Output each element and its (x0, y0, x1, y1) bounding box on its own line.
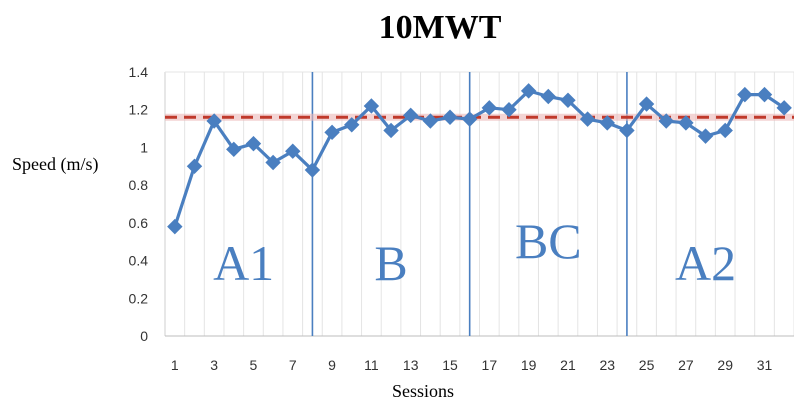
data-point (638, 96, 655, 112)
data-point (402, 107, 419, 124)
data-point (226, 141, 242, 158)
data-point (658, 113, 674, 129)
x-tick-label: 27 (678, 357, 694, 373)
y-axis-label: Speed (m/s) (12, 154, 98, 175)
data-point (540, 88, 557, 105)
data-point (756, 86, 773, 103)
x-axis-ticks: 1 3 5 7 9 11 13 15 17 19 21 23 25 27 29 31 (171, 357, 773, 373)
x-tick-label: 15 (442, 357, 458, 373)
phase-label: B (374, 235, 407, 291)
data-point (363, 98, 380, 114)
series-group (167, 83, 792, 235)
y-tick-label: 0.4 (129, 253, 149, 269)
data-point (383, 122, 399, 139)
y-axis-ticks: 0 0.2 0.4 0.6 0.8 1 1.2 1.4 (129, 64, 149, 344)
data-point (481, 100, 498, 116)
data-point (737, 86, 753, 103)
data-point (599, 115, 615, 131)
data-point (344, 117, 360, 133)
y-tick-label: 1.2 (129, 102, 149, 118)
data-point (265, 154, 281, 171)
x-tick-label: 7 (289, 357, 297, 373)
x-tick-label: 3 (210, 357, 218, 373)
data-point (776, 100, 792, 116)
data-point (678, 115, 694, 131)
phase-label: A2 (675, 235, 736, 291)
x-tick-label: 1 (171, 357, 179, 373)
phase-label: BC (515, 213, 582, 269)
y-tick-label: 1.4 (129, 64, 149, 80)
data-point (245, 135, 262, 152)
x-tick-label: 29 (717, 357, 733, 373)
data-point (186, 158, 203, 174)
y-tick-label: 0 (140, 328, 148, 344)
x-tick-label: 19 (521, 357, 537, 373)
y-tick-label: 0.8 (129, 177, 149, 193)
x-tick-label: 13 (403, 357, 419, 373)
x-tick-label: 23 (599, 357, 615, 373)
x-tick-label: 17 (482, 357, 498, 373)
data-point (304, 162, 321, 178)
data-point (717, 122, 733, 139)
y-tick-label: 1 (140, 139, 148, 155)
x-tick-label: 21 (560, 357, 576, 373)
x-tick-label: 5 (250, 357, 258, 373)
x-axis-label: Sessions (392, 381, 454, 401)
data-point (697, 128, 714, 144)
phase-labels: A1 B BC A2 (213, 213, 736, 291)
x-tick-label: 31 (757, 357, 773, 373)
data-point (501, 102, 517, 118)
x-tick-label: 11 (364, 357, 379, 373)
data-point (285, 143, 301, 159)
data-point (520, 83, 537, 99)
x-tick-label: 25 (639, 357, 655, 373)
chart-title: 10MWT (379, 9, 502, 46)
y-tick-label: 0.2 (129, 290, 149, 306)
data-point (167, 218, 183, 235)
y-tick-label: 0.6 (129, 215, 149, 231)
grid (164, 72, 794, 336)
data-point (579, 111, 596, 127)
data-point (560, 92, 576, 108)
data-point (324, 124, 340, 141)
data-point (422, 113, 439, 129)
data-point (461, 111, 478, 127)
data-point (619, 122, 635, 139)
phase-label: A1 (213, 235, 274, 291)
data-point (442, 109, 458, 125)
x-tick-label: 9 (328, 357, 336, 373)
data-point (206, 113, 222, 129)
